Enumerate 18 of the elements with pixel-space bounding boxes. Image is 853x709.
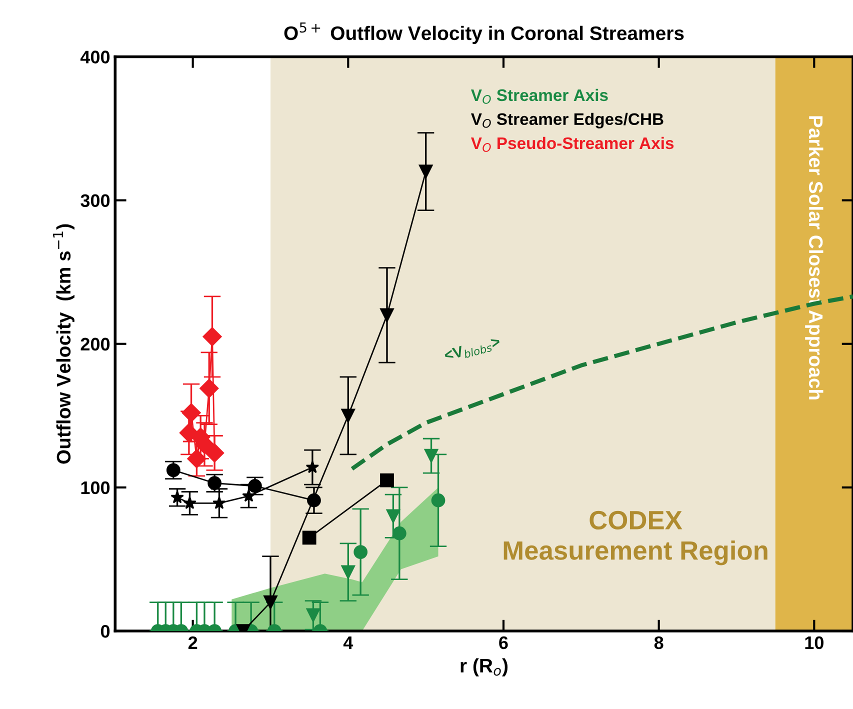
text: V$_{O}$ Streamer Edges/CHB [470, 112, 664, 128]
x-tick-label: 6 [499, 636, 508, 650]
text: V$_{O}$ Streamer Axis [470, 88, 608, 104]
x-axis-title: r (R$_{o}$) [460, 658, 508, 676]
band-label: CODEX Measurement Region [504, 510, 768, 566]
y-tick-label: 0 [100, 624, 110, 638]
y-axis-title: Outflow Velocity (km s$^{−1}$) [53, 224, 74, 464]
x-tick-label: 2 [188, 636, 198, 649]
y-tick-label: 200 [80, 338, 110, 351]
chart-title: O$^{5+}$ Outflow Velocity in Coronal Streamers [284, 22, 684, 44]
y-tick-label: 100 [81, 481, 110, 494]
x-tick-label: 8 [654, 636, 664, 650]
x-tick-label: 10 [805, 636, 824, 650]
y-tick-label: 400 [80, 50, 110, 64]
y-tick-label: 300 [80, 194, 110, 208]
text: V$_{O}$ Pseudo-Streamer Axis [470, 136, 674, 152]
x-tick-label: 4 [343, 636, 354, 649]
annotation: <V$_{blobs}$> [444, 336, 502, 364]
